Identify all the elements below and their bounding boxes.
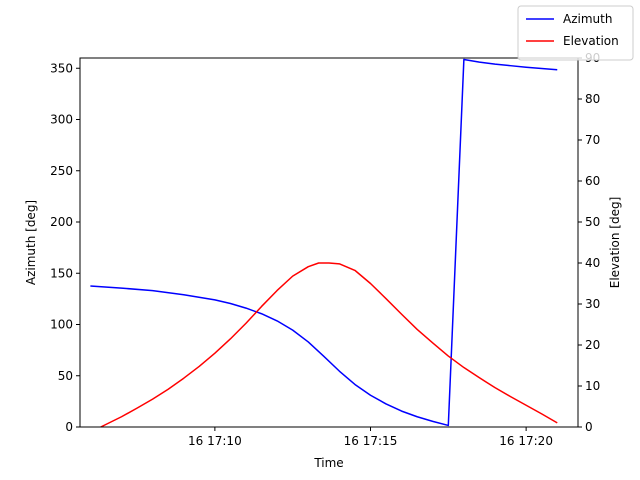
x-tick-label: 16 17:10 xyxy=(188,434,242,448)
series-line-elevation xyxy=(100,262,558,428)
right-y-axis-label: Elevation [deg] xyxy=(608,197,622,289)
left-y-tick-label: 350 xyxy=(50,61,73,75)
left-y-tick-label: 0 xyxy=(65,420,73,434)
left-y-tick-label: 200 xyxy=(50,215,73,229)
left-y-tick-label: 50 xyxy=(58,369,73,383)
left-y-axis-label: Azimuth [deg] xyxy=(24,200,38,285)
series-line-azimuth xyxy=(90,58,558,427)
left-y-tick-label: 100 xyxy=(50,318,73,332)
right-y-axis-ticks: 0102030405060708090 xyxy=(578,51,600,434)
x-axis-label: Time xyxy=(313,456,343,470)
right-y-tick-label: 40 xyxy=(585,256,600,270)
left-y-tick-label: 150 xyxy=(50,266,73,280)
left-y-tick-label: 250 xyxy=(50,164,73,178)
right-y-tick-label: 10 xyxy=(585,379,600,393)
legend-label-azimuth: Azimuth xyxy=(563,12,612,26)
right-y-tick-label: 20 xyxy=(585,338,600,352)
plot-frame xyxy=(79,57,579,428)
right-y-tick-label: 0 xyxy=(585,420,593,434)
right-y-tick-label: 80 xyxy=(585,92,600,106)
x-tick-label: 16 17:20 xyxy=(499,434,553,448)
left-y-axis-ticks: 0 50 100 150 200 250 300 350 xyxy=(50,61,80,434)
left-y-tick-label: 300 xyxy=(50,113,73,127)
series-layer xyxy=(90,58,558,428)
right-y-tick-label: 30 xyxy=(585,297,600,311)
right-y-tick-label: 50 xyxy=(585,215,600,229)
legend: Azimuth Elevation xyxy=(517,5,634,61)
right-y-tick-label: 70 xyxy=(585,133,600,147)
legend-label-elevation: Elevation xyxy=(563,34,619,48)
x-tick-label: 16 17:15 xyxy=(344,434,398,448)
x-axis-ticks: 16 17:10 16 17:15 16 17:20 xyxy=(188,427,553,448)
right-y-tick-label: 60 xyxy=(585,174,600,188)
